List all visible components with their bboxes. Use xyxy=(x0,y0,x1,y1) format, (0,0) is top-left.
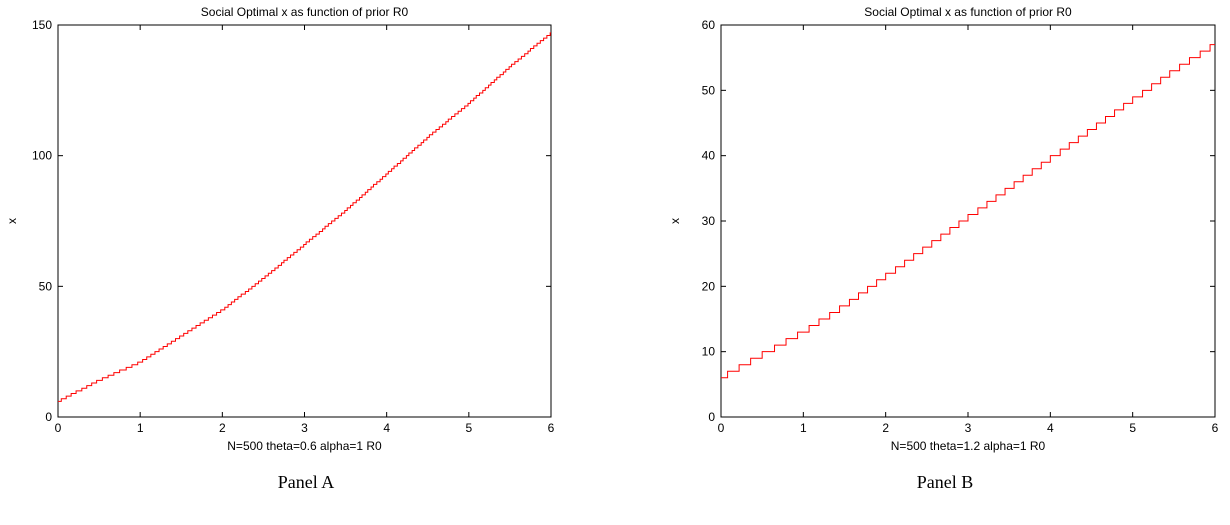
chart-panel-b: Social Optimal x as function of prior R0… xyxy=(668,5,1219,453)
x-axis-label: N=500 theta=0.6 alpha=1 R0 xyxy=(227,439,382,453)
x-tick-label: 2 xyxy=(882,421,889,435)
panel-b-caption: Panel B xyxy=(916,472,974,492)
x-tick-label: 1 xyxy=(800,421,807,435)
chart-panel-a: Social Optimal x as function of prior R0… xyxy=(5,5,555,453)
x-tick-label: 6 xyxy=(548,421,555,435)
y-tick-label: 40 xyxy=(702,149,716,163)
y-tick-label: 30 xyxy=(702,214,716,228)
y-tick-label: 100 xyxy=(32,149,52,163)
y-tick-label: 0 xyxy=(708,410,715,424)
chart-title: Social Optimal x as function of prior R0 xyxy=(201,5,409,19)
y-tick-label: 50 xyxy=(702,83,716,97)
y-tick-label: 50 xyxy=(39,279,53,293)
y-tick-label: 0 xyxy=(45,410,52,424)
series-line xyxy=(721,44,1215,379)
y-tick-label: 20 xyxy=(702,279,716,293)
x-tick-label: 0 xyxy=(55,421,62,435)
x-tick-label: 3 xyxy=(965,421,972,435)
x-tick-label: 0 xyxy=(718,421,725,435)
plot-frame xyxy=(57,24,552,418)
panel-a-caption: Panel A xyxy=(277,472,335,492)
x-tick-label: 2 xyxy=(219,421,226,435)
x-tick-label: 5 xyxy=(1129,421,1136,435)
x-tick-label: 4 xyxy=(1047,421,1054,435)
x-tick-label: 6 xyxy=(1212,421,1219,435)
y-tick-label: 60 xyxy=(702,18,716,32)
y-tick-label: 10 xyxy=(702,345,716,359)
y-axis-label: x xyxy=(5,218,19,224)
series-line xyxy=(58,32,551,402)
chart-title: Social Optimal x as function of prior R0 xyxy=(864,5,1072,19)
x-axis-label: N=500 theta=1.2 alpha=1 R0 xyxy=(891,439,1046,453)
x-tick-label: 4 xyxy=(383,421,390,435)
x-tick-label: 1 xyxy=(137,421,144,435)
y-tick-label: 150 xyxy=(32,18,52,32)
x-tick-label: 5 xyxy=(465,421,472,435)
y-axis-label: x xyxy=(668,218,682,224)
x-tick-label: 3 xyxy=(301,421,308,435)
